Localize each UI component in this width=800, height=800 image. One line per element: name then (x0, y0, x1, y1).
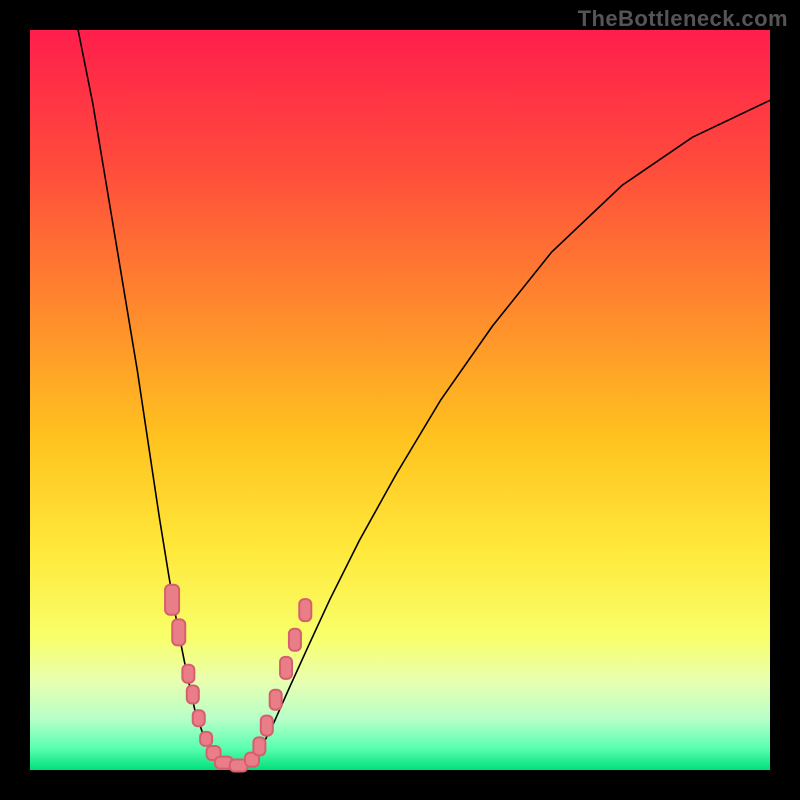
data-marker (289, 629, 301, 651)
data-marker (172, 619, 185, 645)
bottleneck-chart (0, 0, 800, 800)
data-marker (187, 686, 199, 704)
chart-container: TheBottleneck.com (0, 0, 800, 800)
data-marker (182, 665, 194, 683)
data-marker (280, 657, 292, 679)
data-marker (193, 710, 205, 726)
watermark-text: TheBottleneck.com (578, 6, 788, 32)
data-marker (270, 690, 282, 710)
data-marker (253, 737, 265, 755)
data-marker (200, 732, 212, 746)
data-marker (165, 585, 179, 615)
data-marker (299, 599, 311, 621)
data-marker (261, 716, 273, 736)
